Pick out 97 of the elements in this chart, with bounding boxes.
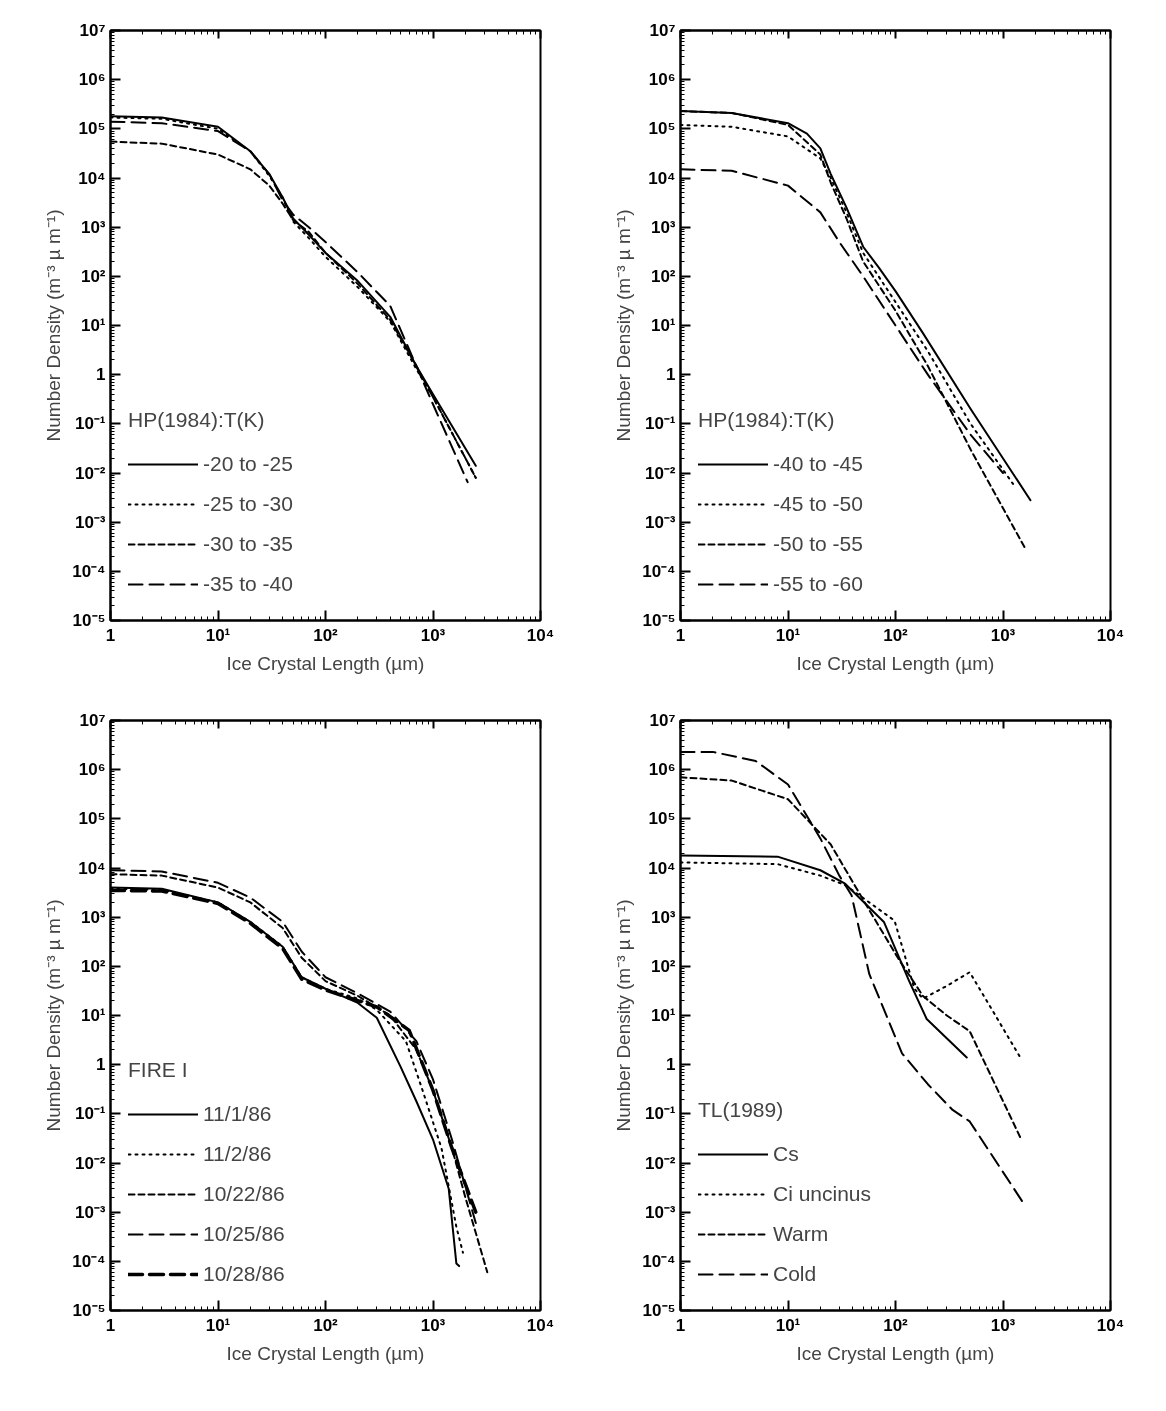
y-tick-label: 10⁵ [648, 809, 676, 829]
y-tick-label: 10⁶ [78, 70, 106, 90]
y-tick-label: 10⁷ [649, 21, 676, 40]
y-tick-label: 10⁻³ [74, 512, 106, 532]
legend-label: 11/2/86 [203, 1141, 272, 1167]
y-tick-label: 10⁻¹ [644, 1104, 676, 1124]
y-tick-label: 10³ [80, 907, 106, 927]
x-tick-label: 10³ [420, 1315, 446, 1335]
y-tick-label: 10⁵ [648, 119, 676, 139]
legend-label: -55 to -60 [773, 571, 863, 597]
legend-label: 10/22/86 [203, 1181, 285, 1207]
y-tick-label: 10⁻¹ [644, 414, 676, 434]
y-tick-label: 10⁻⁴ [72, 1251, 106, 1271]
x-tick-label: 10⁴ [526, 625, 555, 645]
y-tick-label: 10⁶ [78, 760, 106, 780]
x-tick-label: 10³ [990, 1315, 1016, 1335]
y-tick-label: 10⁶ [648, 760, 676, 780]
y-tick-label: 1 [96, 1055, 106, 1075]
legend-label: Warm [773, 1221, 829, 1247]
y-tick-label: 10² [80, 266, 106, 286]
y-tick-label: 10⁻⁵ [72, 1301, 106, 1320]
y-tick-label: 10² [80, 956, 106, 976]
x-tick-label: 10² [313, 625, 339, 645]
legend-label: -40 to -45 [773, 451, 863, 477]
legend-title: HP(1984):T(K) [698, 408, 836, 432]
y-tick-label: 10³ [80, 217, 106, 237]
x-axis-title: Ice Crystal Length (µm) [796, 652, 995, 674]
x-tick-label: 10³ [420, 625, 446, 645]
y-tick-label: 10² [650, 956, 676, 976]
legend-title: HP(1984):T(K) [128, 408, 266, 432]
legend-title: FIRE I [128, 1058, 189, 1082]
x-axis-title: Ice Crystal Length (µm) [226, 1342, 425, 1364]
legend-label: Cold [773, 1261, 817, 1287]
y-tick-label: 10⁻² [74, 1153, 106, 1173]
y-tick-label: 10⁻³ [644, 1202, 676, 1222]
y-tick-label: 10⁶ [648, 70, 676, 90]
y-tick-label: 10⁵ [78, 809, 106, 829]
x-tick-label: 10² [883, 1315, 909, 1335]
y-tick-label: 10⁴ [78, 168, 106, 188]
y-tick-label: 10⁵ [78, 119, 106, 139]
y-tick-label: 10⁻³ [644, 512, 676, 532]
y-tick-label: 10⁷ [79, 21, 106, 40]
x-tick-label: 10² [883, 625, 909, 645]
legend-label: -25 to -30 [203, 491, 293, 517]
y-tick-label: 10³ [650, 907, 676, 927]
legend-label: Ci uncinus [773, 1181, 872, 1207]
y-tick-label: 10² [650, 266, 676, 286]
legend-label: -30 to -35 [203, 531, 293, 557]
legend-label: 10/28/86 [203, 1261, 285, 1287]
y-tick-label: 10⁴ [648, 858, 676, 878]
y-axis-title: Number Density (m⁻³ µ m⁻¹) [613, 209, 635, 442]
legend-label: -20 to -25 [203, 451, 293, 477]
x-tick-label: 10¹ [775, 625, 801, 645]
x-tick-label: 10¹ [205, 625, 231, 645]
legend-label: -45 to -50 [773, 491, 863, 517]
y-tick-label: 10⁻² [74, 463, 106, 483]
y-tick-label: 10⁻⁴ [642, 561, 676, 581]
y-axis-title: Number Density (m⁻³ µ m⁻¹) [613, 899, 635, 1132]
y-tick-label: 10¹ [80, 316, 106, 335]
y-tick-label: 10¹ [80, 1006, 106, 1025]
y-tick-label: 10⁻² [644, 1153, 676, 1173]
y-tick-label: 10⁻¹ [74, 1104, 106, 1124]
y-tick-label: 10⁻⁵ [642, 1301, 676, 1320]
y-tick-label: 10⁻² [644, 463, 676, 483]
y-tick-label: 10⁻¹ [74, 414, 106, 434]
legend-label: 10/25/86 [203, 1221, 285, 1247]
y-tick-label: 10⁷ [649, 711, 676, 730]
x-tick-label: 10⁴ [1096, 625, 1125, 645]
y-tick-label: 10⁻³ [74, 1202, 106, 1222]
y-tick-label: 10⁻⁴ [642, 1251, 676, 1271]
y-tick-label: 1 [666, 1055, 676, 1075]
y-tick-label: 10⁷ [79, 711, 106, 730]
y-tick-label: 10⁴ [78, 858, 106, 878]
x-tick-label: 10⁴ [526, 1315, 555, 1335]
x-axis-title: Ice Crystal Length (µm) [796, 1342, 995, 1364]
x-axis-title: Ice Crystal Length (µm) [226, 652, 425, 674]
x-tick-label: 10² [313, 1315, 339, 1335]
legend-title: TL(1989) [698, 1098, 785, 1122]
y-tick-label: 10¹ [650, 316, 676, 335]
legend-label: -35 to -40 [203, 571, 293, 597]
y-axis-title: Number Density (m⁻³ µ m⁻¹) [43, 209, 65, 442]
legend-label: 11/1/86 [203, 1101, 272, 1127]
x-tick-label: 10¹ [775, 1315, 801, 1335]
y-tick-label: 10⁻⁵ [642, 611, 676, 630]
x-tick-label: 10¹ [205, 1315, 231, 1335]
legend-label: Cs [773, 1141, 799, 1167]
y-tick-label: 1 [666, 365, 676, 385]
y-tick-label: 10¹ [650, 1006, 676, 1025]
y-tick-label: 10⁻⁴ [72, 561, 106, 581]
x-tick-label: 10⁴ [1096, 1315, 1125, 1335]
x-tick-label: 10³ [990, 625, 1016, 645]
y-tick-label: 10³ [650, 217, 676, 237]
y-axis-title: Number Density (m⁻³ µ m⁻¹) [43, 899, 65, 1132]
y-tick-label: 1 [96, 365, 106, 385]
y-tick-label: 10⁻⁵ [72, 611, 106, 630]
legend-label: -50 to -55 [773, 531, 863, 557]
y-tick-label: 10⁴ [648, 168, 676, 188]
